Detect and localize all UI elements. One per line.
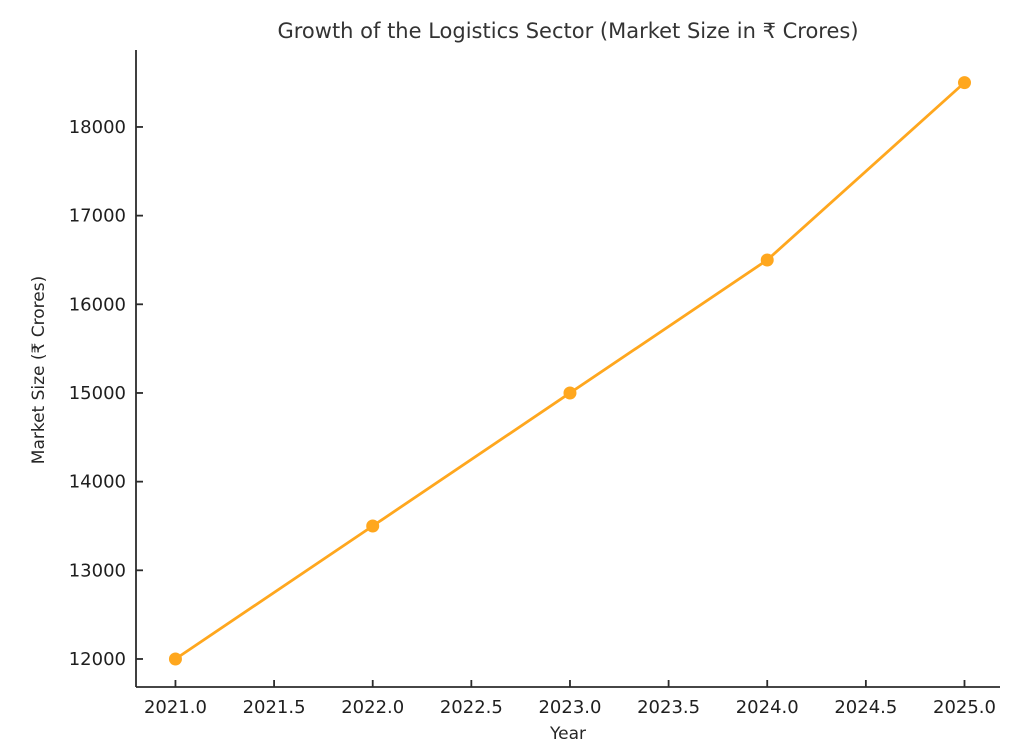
y-tick-label: 18000 xyxy=(69,117,126,138)
y-tick-label: 15000 xyxy=(69,383,126,404)
data-point-2025 xyxy=(957,76,971,90)
y-tick-label: 14000 xyxy=(69,472,126,493)
y-tick-label: 17000 xyxy=(69,206,126,227)
y-tick-label: 16000 xyxy=(69,294,126,315)
plot-area: 2021.0 2021.5 2022.0 2022.5 2023.0 2023.5 2024… xyxy=(69,50,1000,718)
x-tick-label: 2023.0 xyxy=(538,697,601,718)
data-point-2022 xyxy=(366,519,380,533)
chart-title: Growth of the Logistics Sector (Market S… xyxy=(277,19,858,43)
x-tick-label: 2022.0 xyxy=(341,697,404,718)
y-tick-label: 12000 xyxy=(69,649,126,670)
x-tick-label: 2021.0 xyxy=(144,697,207,718)
x-tick-label: 2024.0 xyxy=(736,697,799,718)
x-tick-label: 2024.5 xyxy=(834,697,897,718)
y-axis-label: Market Size (₹ Crores) xyxy=(29,276,49,464)
x-tick-label: 2023.5 xyxy=(637,697,700,718)
x-tick-label: 2025.0 xyxy=(933,697,996,718)
x-axis-label: Year xyxy=(549,724,586,744)
data-point-2023 xyxy=(563,386,577,400)
data-point-2021 xyxy=(168,652,182,666)
y-tick-label: 13000 xyxy=(69,560,126,581)
market-size-line xyxy=(174,81,966,661)
x-tick-label: 2022.5 xyxy=(440,697,503,718)
data-point-2024 xyxy=(760,253,774,267)
x-tick-label: 2021.5 xyxy=(243,697,306,718)
